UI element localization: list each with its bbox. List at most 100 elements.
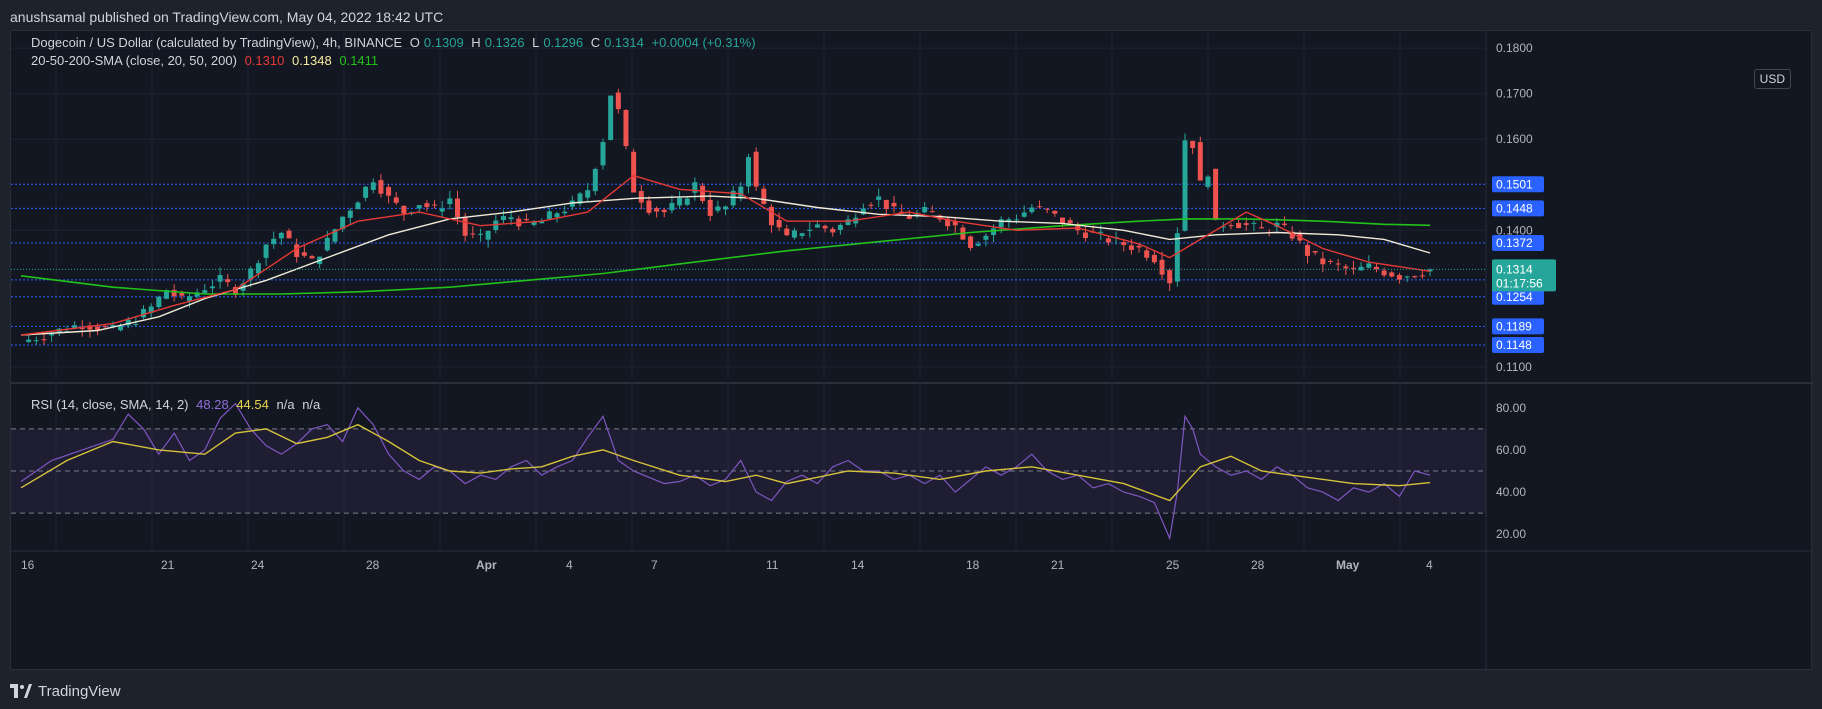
time-tick-label: 25 [1166, 558, 1180, 572]
candle-down [945, 218, 951, 227]
candle-up [447, 198, 453, 205]
candle-down [1167, 270, 1173, 284]
symbol-title: Dogecoin / US Dollar (calculated by Trad… [31, 35, 403, 50]
candle-up [1174, 233, 1180, 282]
candle-up [860, 208, 866, 215]
candle-up [363, 186, 369, 198]
current-price-label: 0.1314 [1496, 262, 1533, 276]
candle-up [1427, 269, 1433, 272]
time-tick-label: 4 [566, 558, 573, 572]
candle-up [600, 142, 606, 166]
candle-up [531, 221, 537, 225]
candle-up [370, 182, 376, 190]
candle-down [470, 233, 476, 235]
candle-up [493, 220, 499, 231]
candle-down [700, 185, 706, 201]
candle-up [1098, 231, 1104, 233]
candle-up [669, 203, 675, 211]
candle-down [225, 279, 231, 283]
candle-down [294, 244, 300, 257]
candle-down [1082, 232, 1088, 239]
candle-down [1419, 275, 1425, 277]
candle-up [983, 235, 989, 240]
candle-down [631, 151, 637, 193]
candle-up [278, 232, 284, 239]
sma50-line [20, 195, 1431, 336]
candle-down [41, 339, 47, 341]
close-value: 0.1314 [604, 35, 644, 50]
candle-up [562, 211, 568, 214]
candle-down [1151, 254, 1157, 263]
rsi-line [20, 402, 1431, 541]
candle-down [102, 326, 108, 328]
candle-up [845, 219, 851, 225]
candle-down [623, 110, 629, 147]
candle-up [715, 206, 721, 211]
candle-down [883, 199, 889, 210]
candle-up [546, 211, 552, 220]
candle-down [378, 180, 384, 194]
level-label-bg [1492, 200, 1544, 217]
candle-up [255, 263, 261, 274]
candle-down [1037, 206, 1042, 208]
candle-up [1205, 176, 1211, 187]
candle-up [807, 229, 813, 231]
level-label: 0.1501 [1496, 177, 1533, 191]
time-tick-label: 11 [766, 558, 779, 572]
level-label-bg [1492, 318, 1544, 335]
currency-button[interactable]: USD [1753, 69, 1791, 89]
candle-up [156, 296, 162, 307]
high-label: H [471, 35, 481, 50]
price-tick-label: 0.1600 [1496, 132, 1533, 146]
candle-down [868, 204, 874, 206]
candle-up [125, 319, 131, 326]
candle-down [761, 188, 767, 204]
candle-down [1350, 267, 1356, 269]
candle-down [286, 230, 292, 239]
candle-up [991, 228, 997, 236]
rsi-value: 48.28 [196, 397, 229, 412]
candle-down [1059, 217, 1065, 224]
candle-up [692, 182, 698, 193]
candle-down [1373, 266, 1379, 270]
candle-up [133, 323, 139, 325]
candle-down [1197, 142, 1203, 181]
rsi-title: RSI (14, close, SMA, 14, 2) [31, 397, 189, 412]
candle-down [179, 293, 185, 296]
candle-up [416, 205, 422, 209]
rsi-tick-label: 80.00 [1496, 401, 1526, 415]
candle-up [539, 220, 545, 224]
candle-up [263, 244, 269, 258]
current-price-badge [1492, 259, 1556, 292]
candle-down [1282, 223, 1288, 225]
candle-up [914, 212, 920, 217]
candle-up [1220, 226, 1226, 228]
candle-down [462, 216, 468, 236]
candle-up [746, 157, 751, 187]
candle-down [906, 215, 912, 219]
chart-svg[interactable]: 0.1800 0.1700 0.1600 0.1400 0.1100 0.1501 0.14… [11, 31, 1813, 671]
candle-up [585, 190, 591, 198]
candle-up [110, 324, 116, 327]
time-tick-label: 7 [651, 558, 658, 572]
candle-up [1358, 266, 1364, 271]
candle-down [523, 218, 529, 221]
open-label: O [409, 35, 420, 50]
high-value: 0.1326 [484, 35, 525, 50]
candle-up [209, 286, 215, 289]
candle-up [1404, 276, 1410, 278]
candle-up [814, 224, 820, 228]
candle-up [355, 202, 361, 210]
candle-down [1044, 208, 1050, 210]
chart-frame: 0.1800 0.1700 0.1600 0.1400 0.1100 0.1501 0.14… [10, 30, 1813, 671]
candle-down [455, 198, 460, 218]
candle-up [554, 213, 560, 218]
candle-down [432, 204, 438, 206]
candle-up [72, 325, 78, 328]
footer: TradingView [10, 679, 121, 703]
candle-up [592, 168, 598, 192]
candle-up [569, 200, 575, 207]
candle-down [1289, 231, 1295, 239]
candle-down [232, 287, 238, 295]
candle-up [998, 219, 1004, 228]
